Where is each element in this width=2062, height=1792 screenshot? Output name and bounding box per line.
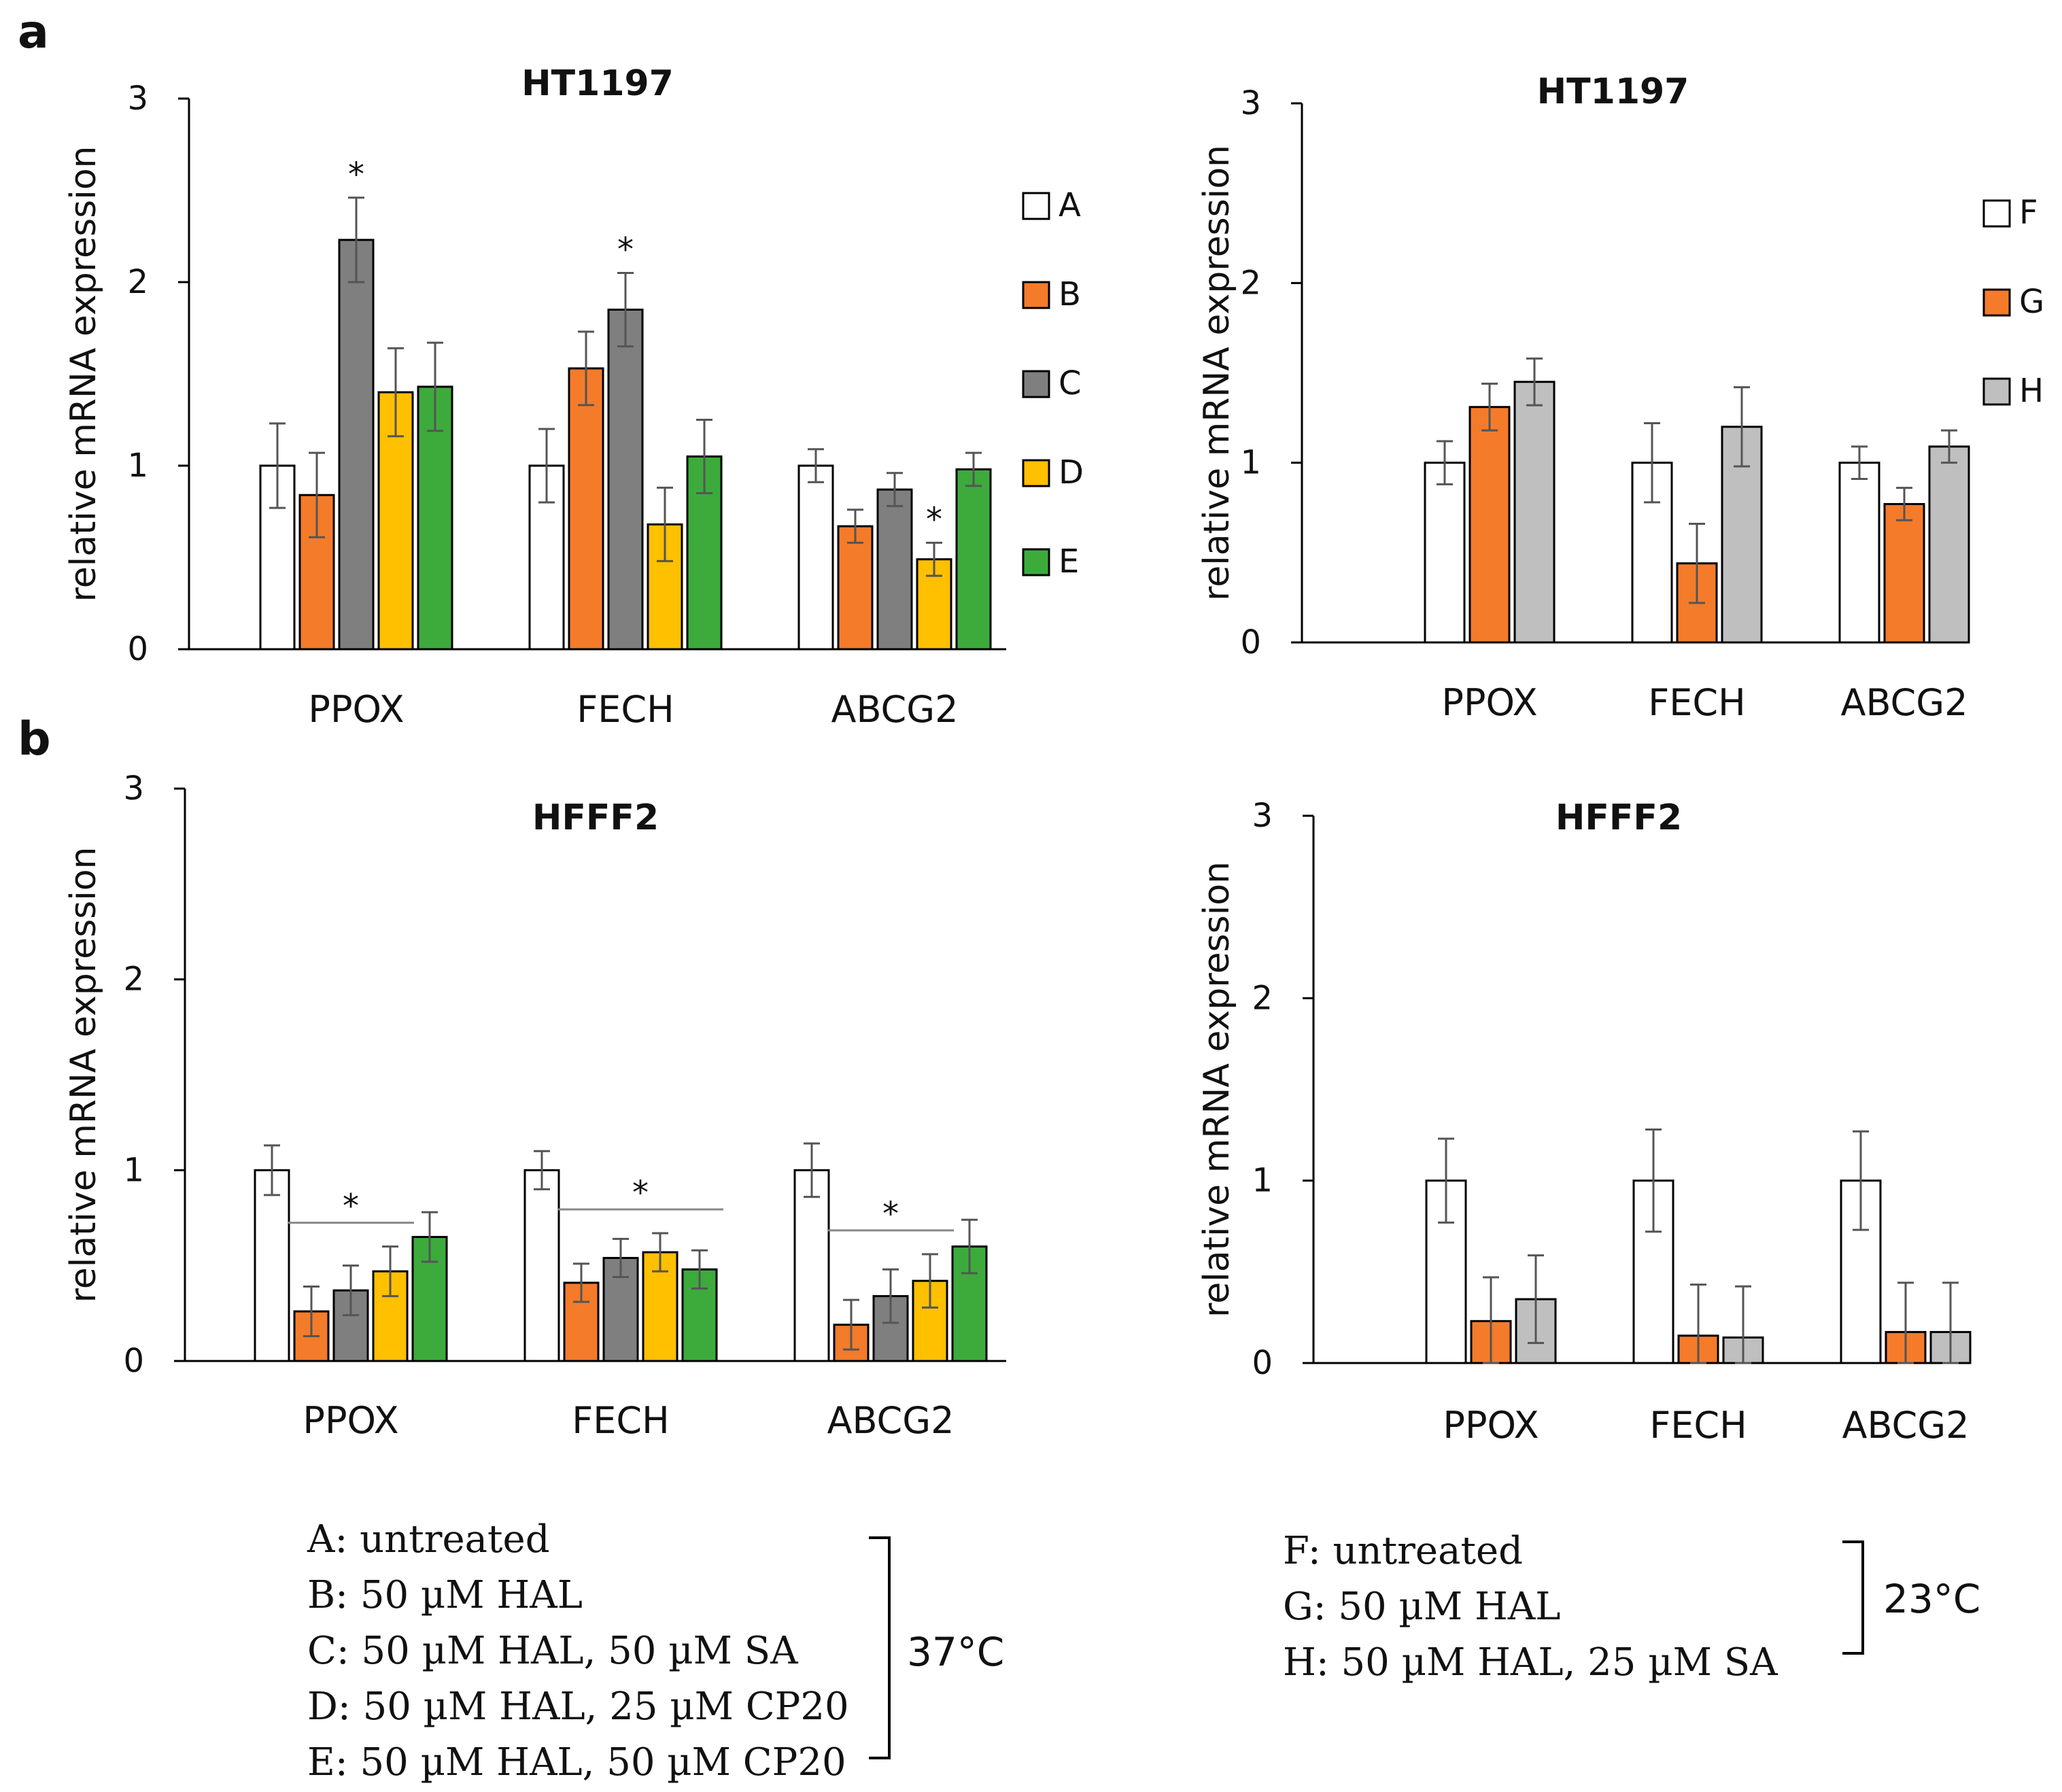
significance-star: *	[882, 1195, 899, 1233]
category-label: FECH	[572, 1399, 670, 1442]
y-axis-label: relative mRNA expression	[63, 146, 104, 602]
legend-swatch-C	[1022, 370, 1050, 398]
category-label: PPOX	[303, 1399, 398, 1442]
footnote-line: F: untreated	[1283, 1529, 1523, 1573]
legend-label-F: F	[2019, 194, 2038, 232]
y-tick-label: 1	[1252, 1162, 1273, 1200]
y-axis-label: relative mRNA expression	[1197, 145, 1237, 601]
chart-title: HT1197	[521, 63, 674, 104]
footnote-right: F: untreated G: 50 µM HAL H: 50 µM HAL, 25…	[1283, 1529, 1980, 1685]
chart-title: HT1197	[1537, 71, 1689, 112]
temperature-label: 23°C	[1883, 1576, 1980, 1622]
bar-G-PPOX	[1468, 406, 1511, 644]
legend-swatch-A	[1022, 192, 1050, 220]
legend-swatch-D	[1022, 459, 1050, 487]
y-tick-label: 3	[127, 80, 148, 118]
bar-E-PPOX	[411, 1236, 448, 1362]
significance-star: *	[343, 1188, 359, 1226]
y-tick-label: 2	[123, 961, 144, 999]
category-label: ABCG2	[831, 688, 959, 731]
bar-B-ABCG2	[837, 525, 874, 651]
y-tick-label: 1	[1240, 444, 1261, 482]
category-label: PPOX	[1443, 1404, 1539, 1447]
y-tick-label: 0	[1252, 1344, 1273, 1382]
footnote-line: G: 50 µM HAL	[1283, 1585, 1560, 1629]
bar-E-FECH	[681, 1268, 718, 1362]
bar-F-ABCG2	[1838, 462, 1880, 644]
y-tick-label: 1	[123, 1151, 144, 1189]
bar-B-FECH	[568, 367, 604, 651]
significance-star: *	[632, 1174, 649, 1212]
y-tick-label: 2	[127, 263, 148, 301]
legend-swatch-B	[1022, 281, 1050, 309]
legend-label-B: B	[1059, 275, 1081, 313]
chart-title: HFFF2	[532, 797, 659, 838]
y-tick-label: 0	[127, 630, 148, 668]
legend-label-A: A	[1059, 186, 1081, 224]
category-label: FECH	[1648, 681, 1746, 724]
category-label: ABCG2	[1841, 681, 1968, 724]
bar-A-PPOX	[254, 1169, 290, 1362]
legend-label-H: H	[2019, 372, 2044, 410]
legend-swatch-F	[1982, 199, 2011, 228]
bar-C-ABCG2	[876, 488, 913, 651]
chart-ht1197-37c: HT1197 relative mRNA expression 0 1 2 3 PPOX FE…	[63, 63, 1006, 731]
bar-F-PPOX	[1424, 462, 1466, 644]
bar-E-ABCG2	[955, 468, 992, 651]
footnote-bracket	[1842, 1540, 1864, 1655]
bar-C-FECH	[607, 309, 644, 651]
chart-title: HFFF2	[1556, 797, 1682, 838]
y-tick-label: 3	[1252, 797, 1273, 835]
legend-swatch-E	[1022, 548, 1050, 576]
footnote-left: A: untreated B: 50 µM HAL C: 50 µM HAL, 50…	[307, 1517, 1004, 1785]
y-tick-label: 0	[1240, 623, 1261, 661]
y-tick-label: 2	[1240, 264, 1261, 302]
bar-H-ABCG2	[1928, 445, 1970, 644]
category-label: FECH	[577, 688, 674, 731]
y-axis-label: relative mRNA expression	[63, 847, 104, 1303]
category-label: ABCG2	[1842, 1404, 1970, 1447]
chart-hfff2-37c: HFFF2 relative mRNA expression 0 1 2 3 PPOX FEC…	[63, 770, 1006, 1442]
footnote-bracket	[869, 1536, 891, 1759]
category-label: ABCG2	[827, 1399, 955, 1442]
legend-label-G: G	[2019, 283, 2044, 321]
legend-label-E: E	[1059, 542, 1079, 581]
legend-label-D: D	[1059, 453, 1084, 492]
y-tick-label: 3	[123, 770, 144, 808]
y-tick-label: 3	[1240, 84, 1261, 122]
panel-label-b: b	[18, 712, 51, 766]
footnote-line: A: untreated	[307, 1517, 550, 1562]
y-tick-label: 0	[123, 1342, 144, 1380]
significance-star: *	[348, 156, 364, 194]
category-label: PPOX	[1441, 681, 1537, 724]
chart-hfff2-23c: HFFF2 relative mRNA expression 0 1 2 3 PPOX FEC…	[1197, 797, 1972, 1447]
legend-swatch-G	[1982, 288, 2011, 317]
bar-C-PPOX	[338, 239, 375, 651]
footnote-line: C: 50 µM HAL, 50 µM SA	[307, 1629, 798, 1673]
bar-A-FECH	[523, 1169, 560, 1362]
legend-left: A B C D E	[1022, 186, 1084, 581]
footnote-line: H: 50 µM HAL, 25 µM SA	[1283, 1640, 1778, 1685]
significance-star: *	[617, 231, 634, 269]
legend-label-C: C	[1059, 364, 1082, 402]
panel-label-a: a	[18, 5, 49, 59]
footnote-line: D: 50 µM HAL, 25 µM CP20	[307, 1685, 849, 1729]
bar-G-ABCG2	[1883, 502, 1925, 644]
legend-right: F G H	[1982, 194, 2044, 410]
footnote-line: E: 50 µM HAL, 50 µM CP20	[307, 1740, 846, 1785]
bar-H-PPOX	[1513, 381, 1556, 644]
legend-swatch-H	[1982, 377, 2011, 406]
y-tick-label: 2	[1252, 979, 1273, 1017]
y-axis-label: relative mRNA expression	[1197, 861, 1237, 1317]
temperature-label: 37°C	[907, 1629, 1004, 1675]
y-tick-label: 1	[127, 447, 148, 485]
significance-star: *	[926, 500, 942, 538]
bar-A-ABCG2	[793, 1169, 830, 1362]
category-label: PPOX	[308, 688, 404, 731]
category-label: FECH	[1649, 1404, 1747, 1447]
bar-A-ABCG2	[797, 464, 834, 651]
footnote-line: B: 50 µM HAL	[307, 1573, 583, 1617]
